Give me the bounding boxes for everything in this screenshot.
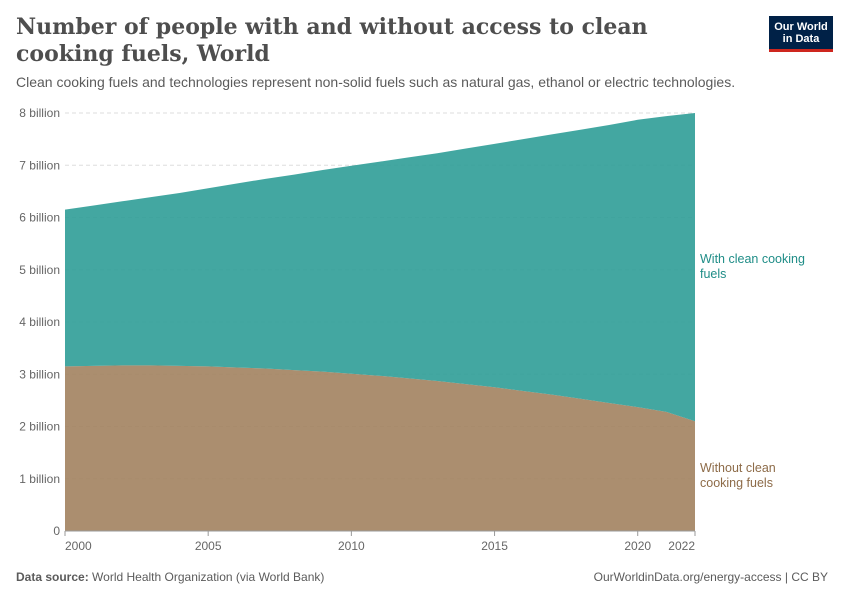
label-layer: Without clean cooking fuels With clean coo… (700, 252, 805, 490)
logo-line-1: Our World (774, 21, 828, 33)
owid-logo[interactable]: Our World in Data (769, 16, 833, 52)
y-tick-label: 1 billion (19, 472, 60, 486)
x-tick-label: 2010 (338, 539, 365, 553)
y-tick-label: 6 billion (19, 211, 60, 225)
series-label: Without clean cooking fuels (700, 461, 776, 490)
y-tick-label: 2 billion (19, 420, 60, 434)
axis-layer: 0 1 billion 2 billion 3 billion 4 billion 5 b… (19, 106, 696, 553)
y-tick-label: 7 billion (19, 158, 60, 172)
x-tick-label: 2020 (624, 539, 651, 553)
area-series-1[interactable] (65, 113, 695, 422)
area-layer (65, 113, 695, 531)
x-tick-label: 2005 (195, 539, 222, 553)
series-label-line: fuels (700, 267, 726, 281)
y-tick-label: 0 (53, 524, 60, 538)
series-label-line: cooking fuels (700, 476, 773, 490)
area-series-0[interactable] (65, 365, 695, 531)
x-tick-label: 2015 (481, 539, 508, 553)
data-source-text: World Health Organization (via World Ban… (92, 570, 325, 584)
credit-link[interactable]: OurWorldinData.org/energy-access | CC BY (593, 570, 828, 584)
series-label: With clean cooking fuels (700, 252, 805, 281)
chart-title: Number of people with and without access… (16, 14, 648, 67)
y-tick-label: 8 billion (19, 106, 60, 120)
data-source-label: Data source: (16, 570, 89, 584)
y-tick-label: 3 billion (19, 367, 60, 381)
series-label-line: Without clean (700, 461, 776, 475)
y-tick-label: 4 billion (19, 315, 60, 329)
x-tick-label: 2022 (668, 539, 695, 553)
series-label-line: With clean cooking (700, 252, 805, 266)
logo-line-2: in Data (782, 33, 820, 45)
y-tick-label: 5 billion (19, 263, 60, 277)
x-tick-label: 2000 (65, 539, 92, 553)
chart-subtitle: Clean cooking fuels and technologies rep… (16, 74, 736, 90)
data-source: Data source: World Health Organization (… (16, 570, 324, 584)
